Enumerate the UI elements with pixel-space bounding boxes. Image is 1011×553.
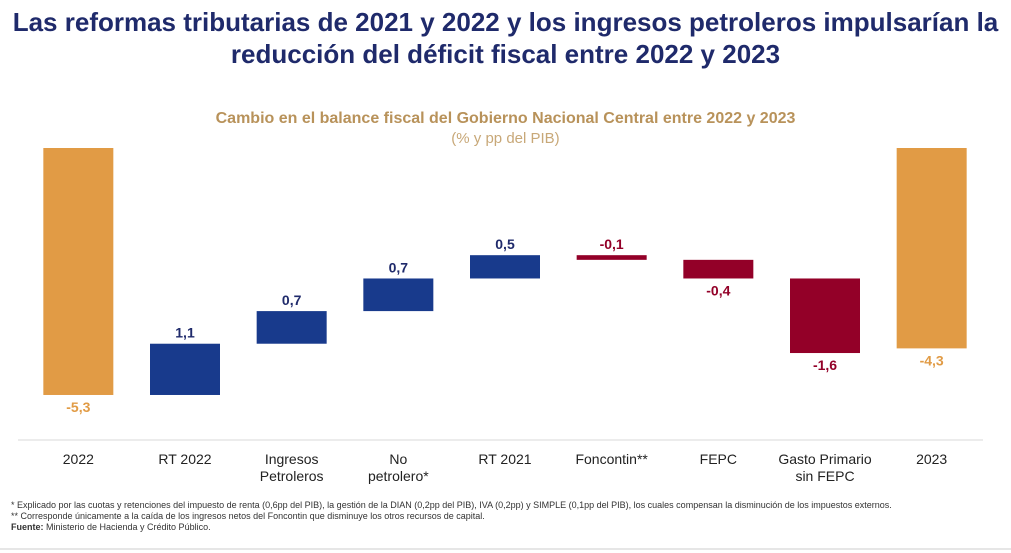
data-label-8: -4,3 [920,352,944,368]
footnote-2: ** Corresponde únicamente a la caída de … [11,511,485,521]
bar-0 [43,148,114,395]
category-label-4-0: RT 2021 [478,451,531,467]
category-label-3-1: petrolero* [368,468,429,484]
data-label-6: -0,4 [706,282,730,298]
bar-1 [150,343,220,395]
page-title: Las reformas tributarias de 2021 y 2022 … [0,6,1011,70]
data-label-3: 0,7 [389,259,409,275]
category-label-7-0: Gasto Primario [778,451,872,467]
chart-units: (% y pp del PIB) [451,130,560,147]
page-title-line-1: Las reformas tributarias de 2021 y 2022 … [12,7,999,37]
category-label-3-0: No [389,451,407,467]
footnotes: * Explicado por las cuotas y retenciones… [11,500,1001,533]
category-label-1-0: RT 2022 [158,451,211,467]
data-label-7: -1,6 [813,357,837,373]
source-text: Ministerio de Hacienda y Crédito Público… [43,522,211,532]
category-label-5-0: Foncontin** [575,451,648,467]
data-label-2: 0,7 [282,292,302,308]
data-label-4: 0,5 [495,236,515,252]
page-title-line-2: reducción del déficit fiscal entre 2022 … [230,39,781,69]
bar-3 [363,278,434,312]
footnote-1: * Explicado por las cuotas y retenciones… [11,500,892,510]
category-label-6-0: FEPC [700,451,737,467]
source-label: Fuente: [11,522,44,532]
data-label-1: 1,1 [175,325,195,341]
category-label-8-0: 2023 [916,451,947,467]
bar-2 [256,311,327,344]
category-label-7-1: sin FEPC [795,468,854,484]
category-label-2-1: Petroleros [260,468,324,484]
bar-6 [683,259,754,279]
bar-7 [790,278,860,354]
category-label-2-0: Ingresos [265,451,319,467]
source-line: Fuente: Ministerio de Hacienda y Crédito… [11,522,1001,533]
bar-5 [576,255,647,260]
data-label-0: -5,3 [66,399,90,415]
category-label-0-0: 2022 [63,451,94,467]
bar-4 [470,255,540,279]
bar-8 [896,148,967,349]
data-label-5: -0,1 [600,236,624,252]
chart-title: Cambio en el balance fiscal del Gobierno… [215,110,796,127]
bottom-divider [0,548,1011,550]
